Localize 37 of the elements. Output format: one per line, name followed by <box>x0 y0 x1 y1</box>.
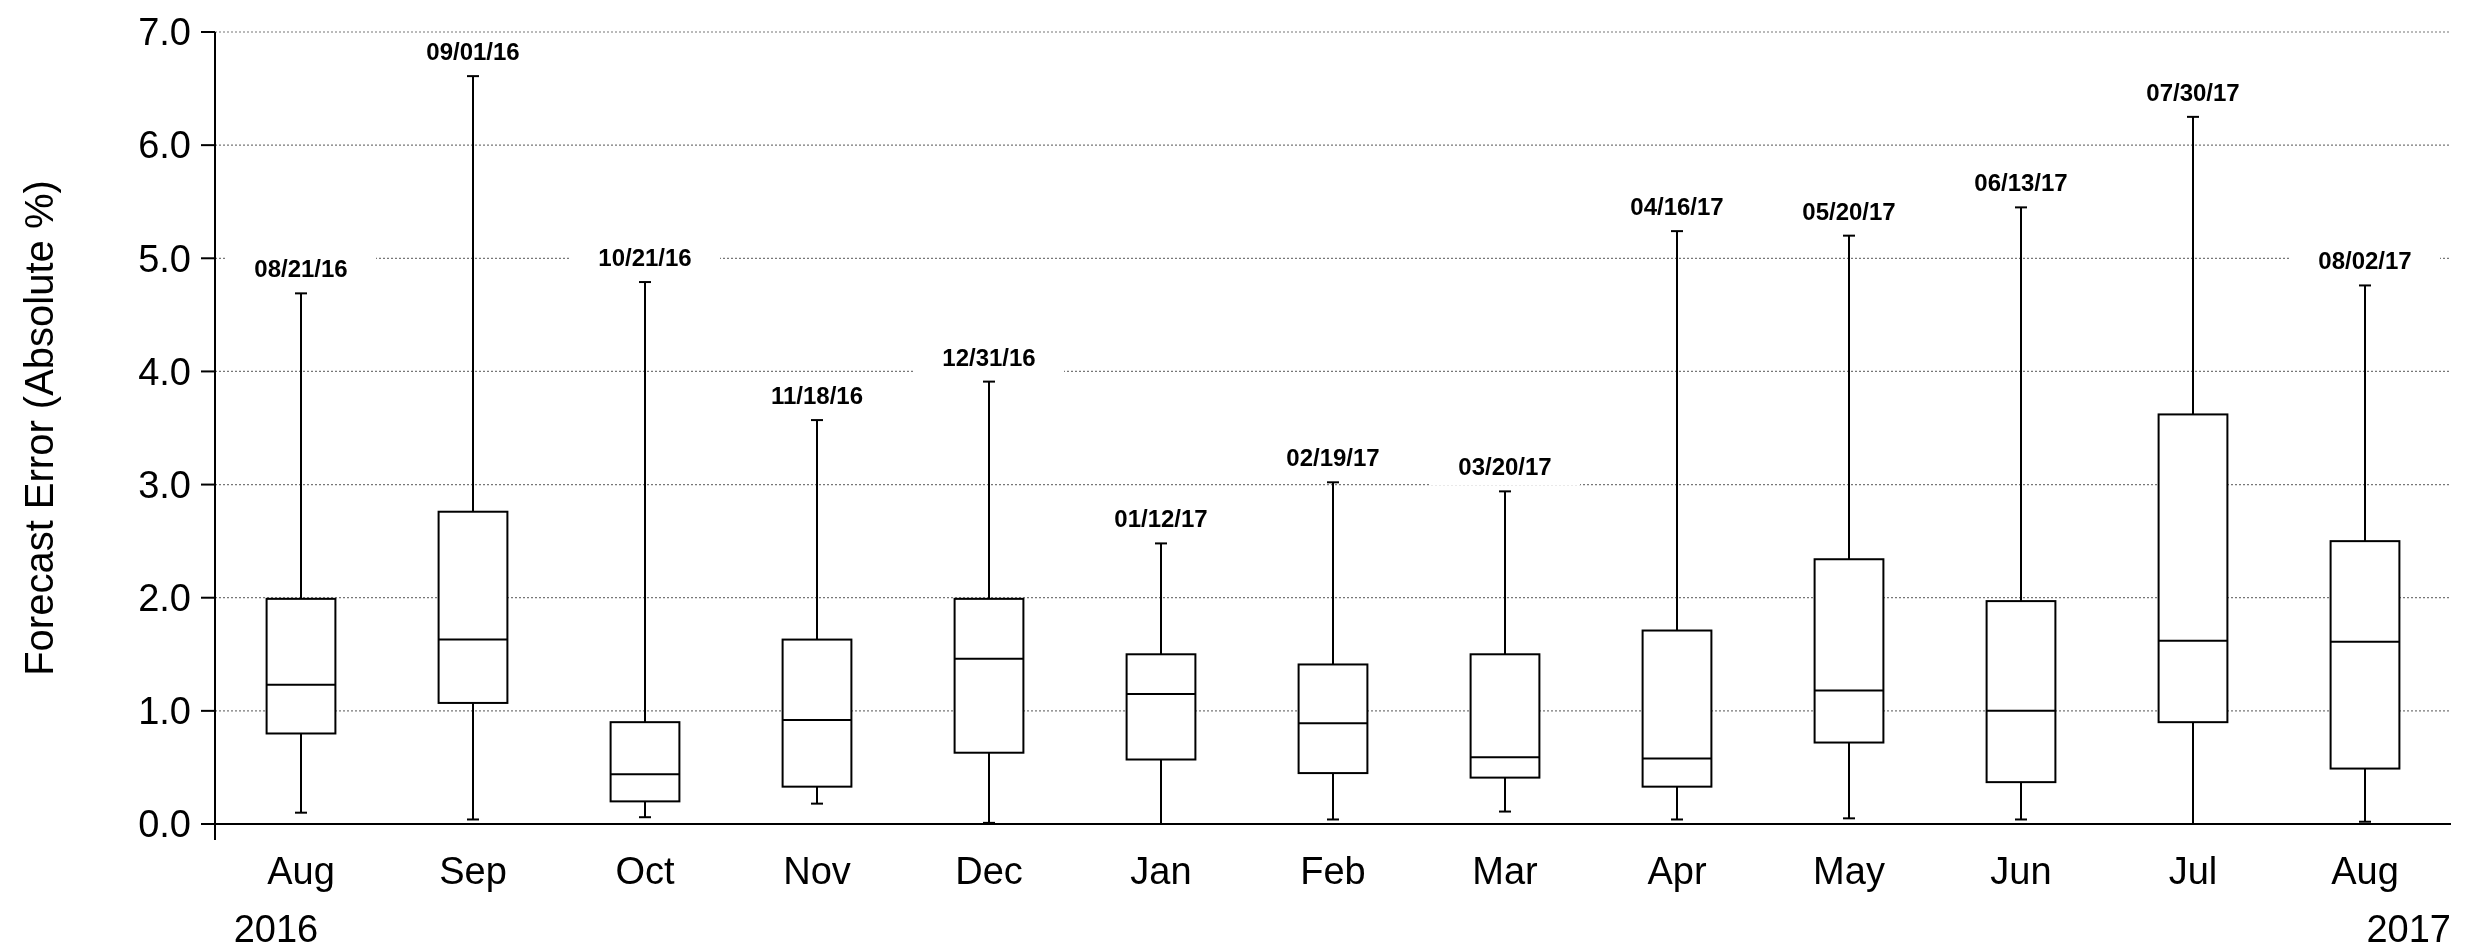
annotation: 02/19/17 <box>1286 444 1380 472</box>
y-tick-label: 6.0 <box>138 124 191 167</box>
annotation: 06/13/17 <box>1974 169 2068 197</box>
annotation: 01/12/17 <box>1114 505 1208 533</box>
x-tick-label: Jun <box>1990 850 2052 892</box>
annotation: 04/16/17 <box>1630 193 1724 221</box>
annotation: 03/20/17 <box>1458 453 1552 481</box>
annotation: 09/01/16 <box>426 38 520 66</box>
text: 2017 <box>2366 908 2451 950</box>
x-tick-label: Apr <box>1647 850 1707 892</box>
x-tick-label: Oct <box>615 850 675 892</box>
x-tick-label: May <box>1813 850 1885 892</box>
y-axis-title: Forecast Error (Absolute %) <box>17 180 61 676</box>
y-tick-label: 3.0 <box>138 463 191 506</box>
annotation: 08/21/16 <box>254 255 348 283</box>
annotation: 05/20/17 <box>1802 197 1896 225</box>
annotation: 11/18/16 <box>770 382 864 410</box>
x-tick-label: Nov <box>783 850 851 892</box>
annotation: 10/21/16 <box>598 244 692 272</box>
annotation: 07/30/17 <box>2146 78 2240 106</box>
x-tick-label: Feb <box>1300 850 1366 892</box>
x-tick-label: Aug <box>2331 850 2399 892</box>
y-tick-label: 7.0 <box>138 11 191 54</box>
x-tick-label: Sep <box>439 850 507 892</box>
y-tick-label: 5.0 <box>138 237 191 280</box>
y-tick-label: 1.0 <box>138 690 191 733</box>
y-tick-label: 4.0 <box>138 350 191 393</box>
y-tick-label: 0.0 <box>138 803 191 846</box>
annotation: 08/02/17 <box>2318 247 2412 275</box>
text: 2016 <box>233 908 319 950</box>
x-tick-label: Dec <box>955 850 1023 892</box>
x-tick-label: Jan <box>1130 850 1192 892</box>
x-tick-label: Mar <box>1472 850 1539 892</box>
annotation: 12/31/16 <box>942 343 1036 371</box>
x-tick-label: Aug <box>267 850 335 892</box>
x-tick-label: Jul <box>2168 850 2218 892</box>
y-tick-label: 2.0 <box>138 577 191 620</box>
